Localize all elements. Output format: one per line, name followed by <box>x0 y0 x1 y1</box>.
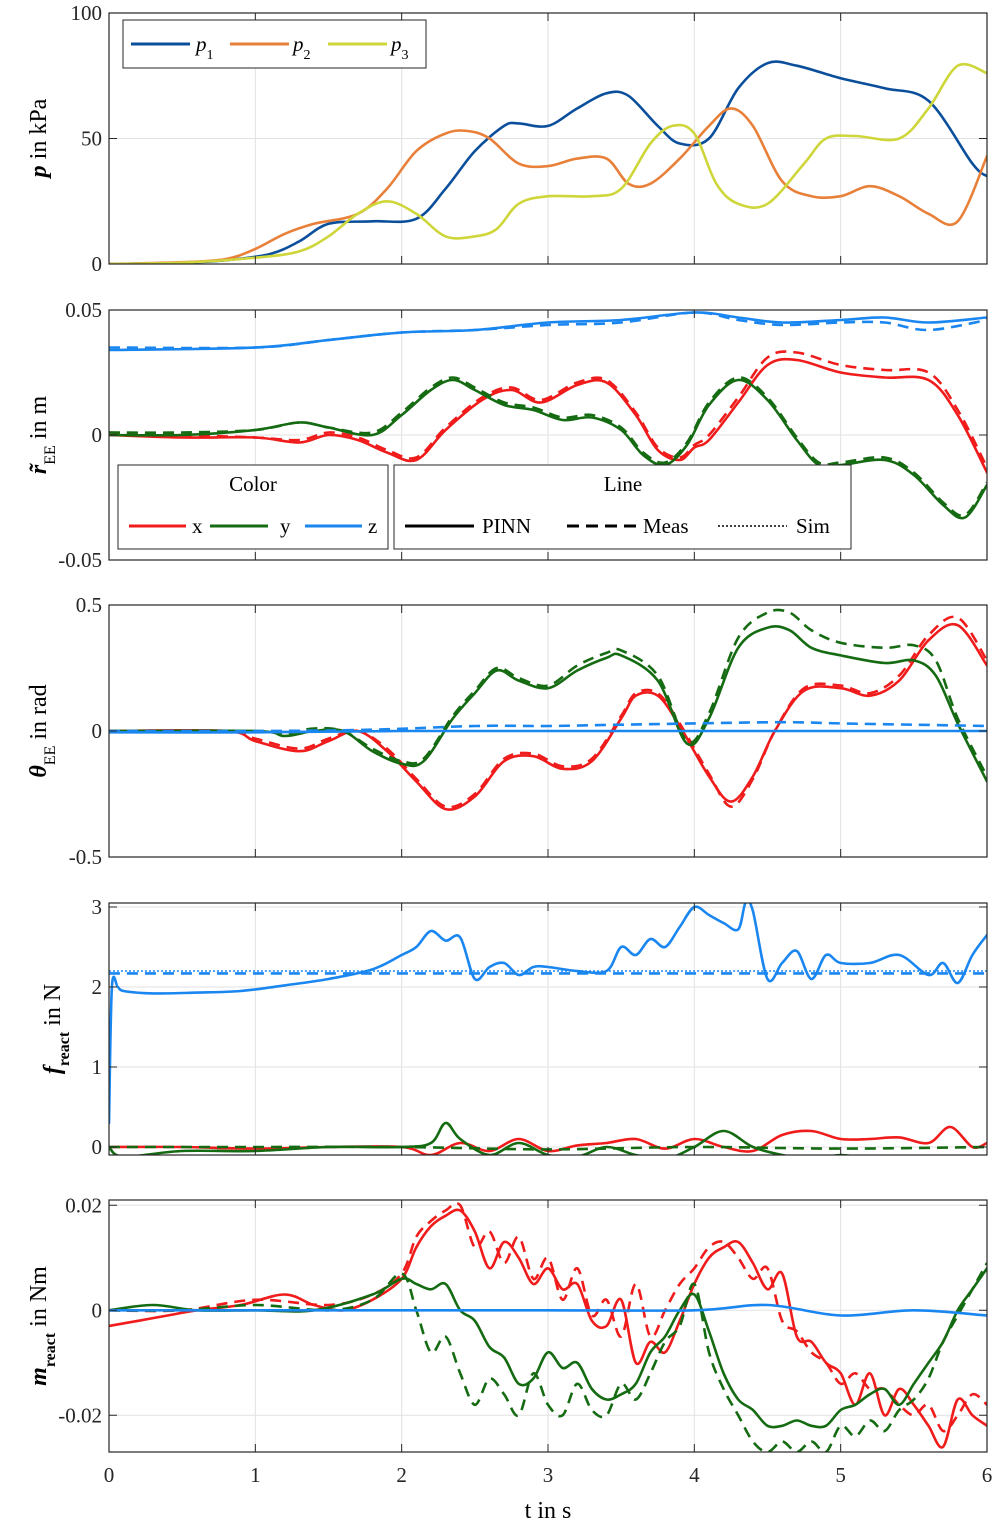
legend-p1-label: p1 <box>194 32 214 63</box>
x-tick-labels: 0 1 2 3 4 5 6 <box>104 1463 993 1487</box>
y-tick-label: 0.05 <box>65 298 102 322</box>
legend-color-box <box>117 464 389 550</box>
panel-m-series <box>109 1201 987 1452</box>
legend-p2-label: p2 <box>291 32 311 63</box>
y-tick-label: 2 <box>92 975 103 999</box>
series-r-x-meas <box>109 350 987 469</box>
legend-line: Line PINN Meas Sim <box>393 464 852 550</box>
y-label-m-sub: react <box>42 1332 59 1367</box>
panel-p-frame <box>108 12 988 265</box>
y-tick-label: 100 <box>71 1 103 25</box>
legend-sim-label: Sim <box>796 514 830 538</box>
y-tick-label: 50 <box>81 127 102 151</box>
legend-pinn-label: PINN <box>482 514 531 538</box>
y-label-r-unit: in m <box>26 396 52 446</box>
series-p-p2 <box>109 107 987 264</box>
y-tick-label: -0.5 <box>69 845 102 869</box>
panel-m-ticks: -0.02 0 0.02 <box>58 1193 988 1452</box>
y-tick-label: 0 <box>92 1298 103 1322</box>
series-r-y-meas <box>109 376 987 517</box>
panel-r-series <box>109 311 987 520</box>
y-label-p: p in kPa <box>26 98 52 179</box>
y-label-p-symbol: p <box>26 165 52 179</box>
y-label-theta-symbol: θ <box>26 765 52 778</box>
series-theta-y-meas <box>109 608 987 777</box>
y-tick-label: 0 <box>92 1135 103 1159</box>
legend-line-title: Line <box>604 472 642 496</box>
legend-color-title: Color <box>229 472 277 496</box>
panel-p-series <box>109 60 987 264</box>
panel-m-frame <box>108 1199 988 1453</box>
y-tick-label: 0.5 <box>76 593 102 617</box>
x-tick-label: 6 <box>982 1463 993 1487</box>
y-label-r-symbol: r̃ <box>26 463 52 474</box>
y-label-f-symbol: f <box>40 1064 66 1074</box>
x-tick-label: 5 <box>835 1463 846 1487</box>
x-tick-label: 0 <box>104 1463 115 1487</box>
series-theta-z-meas <box>109 720 987 733</box>
y-label-theta-unit: in rad <box>26 684 52 745</box>
y-label-f-sub: react <box>56 1031 73 1066</box>
panel-f: 0 1 2 3 <box>92 895 988 1159</box>
legend-meas-label: Meas <box>643 514 689 538</box>
series-r-z-meas <box>109 311 987 350</box>
y-label-m-symbol: m <box>26 1367 52 1386</box>
y-tick-label: 0 <box>92 719 103 743</box>
y-tick-label: 0 <box>92 423 103 447</box>
y-label-r: r̃EE in m <box>26 396 59 475</box>
series-theta-x-pinn <box>109 622 987 811</box>
series-m-y-meas <box>109 1262 987 1452</box>
legend-p: p1 p2 p3 <box>122 19 427 69</box>
series-p-p3 <box>109 62 987 264</box>
series-theta-x-meas <box>109 615 987 809</box>
y-tick-label: 1 <box>92 1055 103 1079</box>
panel-theta-series <box>109 608 987 811</box>
panel-m: -0.02 0 0.02 <box>58 1193 988 1453</box>
panel-theta-frame <box>108 604 988 858</box>
series-m-x-meas <box>109 1201 987 1433</box>
panel-f-frame <box>108 902 988 1156</box>
y-label-m-unit: in Nm <box>26 1266 52 1333</box>
legend-y-label: y <box>280 514 291 538</box>
legend-x-label: x <box>192 514 203 538</box>
legend-line-box <box>393 464 852 550</box>
series-f-z-pinn <box>109 903 987 1125</box>
y-label-m: mreact in Nm <box>26 1266 59 1386</box>
series-m-x-pinn <box>109 1208 987 1449</box>
x-tick-label: 1 <box>250 1463 261 1487</box>
panel-f-ticks: 0 1 2 3 <box>92 895 988 1159</box>
legend-p3-label: p3 <box>389 32 409 63</box>
series-m-y-pinn <box>109 1267 987 1429</box>
y-tick-label: 3 <box>92 895 103 919</box>
legend-z-label: z <box>368 514 377 538</box>
series-r-x-pinn <box>109 357 987 474</box>
y-label-theta-sub: EE <box>42 746 59 766</box>
y-label-f: freact in N <box>40 984 73 1074</box>
y-label-p-unit: in kPa <box>26 98 52 165</box>
x-axis-label: t in s <box>525 1498 572 1524</box>
y-tick-label: 0 <box>92 252 103 276</box>
panel-theta-ticks: -0.5 0 0.5 <box>69 593 988 869</box>
y-label-f-unit: in N <box>40 984 66 1032</box>
y-label-theta: θEE in rad <box>26 684 59 777</box>
panel-theta: -0.5 0 0.5 <box>69 593 988 869</box>
x-tick-label: 2 <box>396 1463 407 1487</box>
y-tick-label: 0.02 <box>65 1193 102 1217</box>
series-m-z-pinn <box>109 1303 987 1317</box>
x-tick-label: 3 <box>543 1463 554 1487</box>
legend-color: Color x y z <box>117 464 389 550</box>
x-tick-label: 4 <box>689 1463 700 1487</box>
y-label-r-sub: EE <box>42 445 59 465</box>
panel-r-frame <box>108 309 988 561</box>
series-p-p1 <box>109 60 987 264</box>
y-tick-label: -0.05 <box>58 548 102 572</box>
y-tick-label: -0.02 <box>58 1403 102 1427</box>
